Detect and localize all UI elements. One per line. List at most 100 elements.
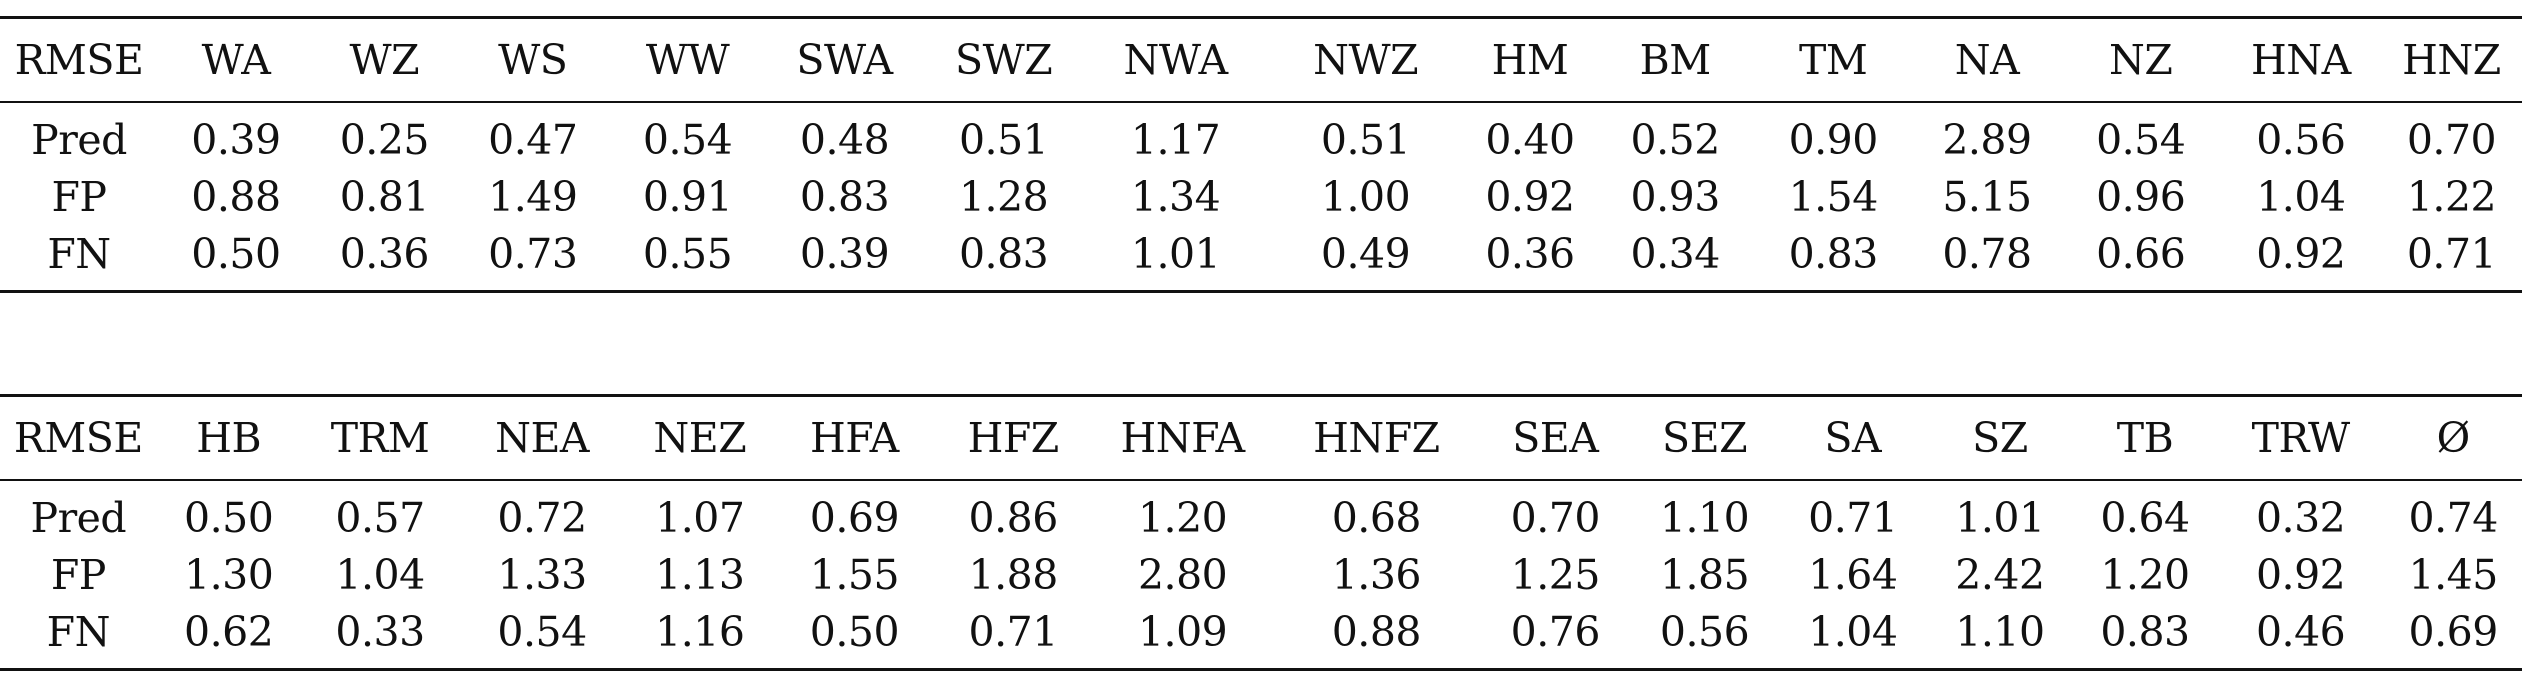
- table-cell: 0.91: [642, 172, 733, 221]
- header-cell: NEA: [495, 414, 590, 462]
- table-cell: 0.25: [339, 115, 430, 164]
- header-cell: HNA: [2251, 36, 2351, 84]
- table-cell: 0.90: [1788, 115, 1879, 164]
- header-cell: NWZ: [1313, 36, 1419, 84]
- table-cell: 0.49: [1320, 229, 1411, 278]
- table-cell: 0.51: [958, 115, 1049, 164]
- header-cell: HNFA: [1120, 414, 1246, 462]
- table-cell: 0.83: [2100, 607, 2190, 656]
- table-cell: 0.39: [799, 229, 890, 278]
- header-cell: SA: [1824, 414, 1882, 462]
- table-cell: 0.62: [184, 607, 274, 656]
- header-cell: NEZ: [653, 414, 747, 462]
- header-cell: Ø: [2436, 414, 2471, 462]
- table-cell: 1.04: [335, 550, 425, 599]
- table-cell: 1.34: [1130, 172, 1221, 221]
- row-label: FN: [46, 607, 111, 656]
- row-label: Pred: [30, 493, 127, 542]
- table-cell: 0.54: [642, 115, 733, 164]
- table-cell: 1.54: [1788, 172, 1879, 221]
- table-cell: 0.55: [642, 229, 733, 278]
- table-cell: 0.71: [1808, 493, 1898, 542]
- table-cell: 0.76: [1510, 607, 1601, 656]
- table-cell: 0.72: [497, 493, 587, 542]
- table-cell: 0.40: [1485, 115, 1575, 164]
- table-cell: 0.34: [1630, 229, 1721, 278]
- table-cell: 0.96: [2096, 172, 2186, 221]
- table-row-fp: FP 0.88 0.81 1.49 0.91 0.83 1.28 1.34 1.…: [0, 168, 2522, 225]
- table-cell: 0.88: [1331, 607, 1422, 656]
- table-cell: 0.54: [497, 607, 587, 656]
- table-cell: 1.10: [1955, 607, 2045, 656]
- table-cell: 1.01: [1955, 493, 2045, 542]
- table-cell: 0.33: [335, 607, 425, 656]
- header-cell: WA: [201, 36, 271, 84]
- header-cell: RMSE: [14, 36, 144, 84]
- header-cell: HNFZ: [1313, 414, 1440, 462]
- header-cell: TB: [2116, 414, 2174, 462]
- header-row: RMSE WA WZ WS WW SWA SWZ NWA NWZ HM BM T…: [0, 17, 2522, 102]
- row-label: Pred: [31, 115, 127, 164]
- table-cell: 1.04: [2256, 172, 2346, 221]
- table-cell: 1.20: [1137, 493, 1228, 542]
- table-cell: 0.50: [184, 493, 274, 542]
- header-cell: HM: [1491, 36, 1569, 84]
- table-cell: 1.16: [655, 607, 745, 656]
- table-cell: 0.92: [1485, 172, 1575, 221]
- table-cell: 0.69: [2408, 607, 2498, 656]
- table-cell: 1.30: [184, 550, 274, 599]
- table-cell: 1.28: [958, 172, 1049, 221]
- table-cell: 0.70: [1510, 493, 1601, 542]
- header-cell: WZ: [349, 36, 420, 84]
- table-cell: 0.56: [2256, 115, 2346, 164]
- header-cell: NZ: [2109, 36, 2173, 84]
- table-cell: 0.36: [339, 229, 430, 278]
- table-cell: 1.20: [2100, 550, 2190, 599]
- table-cell: 0.51: [1320, 115, 1411, 164]
- table-cell: 1.17: [1130, 115, 1221, 164]
- table-cell: 0.71: [968, 607, 1059, 656]
- table-cell: 0.86: [968, 493, 1059, 542]
- table-row-fn: FN 0.50 0.36 0.73 0.55 0.39 0.83 1.01 0.…: [0, 225, 2522, 292]
- header-cell: TM: [1799, 36, 1868, 84]
- table-cell: 0.36: [1485, 229, 1575, 278]
- table-cell: 0.50: [191, 229, 281, 278]
- table-cell: 0.83: [1788, 229, 1879, 278]
- table-cell: 0.74: [2408, 493, 2498, 542]
- rmse-table-bottom: RMSE HB TRM NEA NEZ HFA HFZ HNFA HNFZ SE…: [0, 394, 2522, 671]
- table-row-pred: Pred 0.39 0.25 0.47 0.54 0.48 0.51 1.17 …: [0, 102, 2522, 168]
- table-cell: 0.46: [2255, 607, 2346, 656]
- table-cell: 0.32: [2255, 493, 2346, 542]
- header-cell: WW: [645, 36, 730, 84]
- table-cell: 1.10: [1659, 493, 1750, 542]
- table-cell: 0.93: [1630, 172, 1721, 221]
- table-cell: 0.39: [191, 115, 281, 164]
- table-cell: 1.04: [1808, 607, 1898, 656]
- table-cell: 0.70: [2406, 115, 2497, 164]
- table-cell: 1.01: [1130, 229, 1221, 278]
- header-cell: HFZ: [967, 414, 1060, 462]
- table-cell: 0.57: [335, 493, 425, 542]
- table-cell: 0.83: [958, 229, 1049, 278]
- table-cell: 0.66: [2096, 229, 2186, 278]
- table-cell: 2.42: [1955, 550, 2045, 599]
- header-cell: SZ: [1972, 414, 2028, 462]
- header-cell: WS: [498, 36, 568, 84]
- header-cell: NA: [1954, 36, 2020, 84]
- header-row: RMSE HB TRM NEA NEZ HFA HFZ HNFA HNFZ SE…: [0, 395, 2522, 480]
- header-cell: TRW: [2251, 414, 2350, 462]
- table-cell: 1.09: [1137, 607, 1228, 656]
- table-cell: 1.85: [1659, 550, 1750, 599]
- header-cell: HB: [196, 414, 262, 462]
- header-cell: BM: [1639, 36, 1712, 84]
- table-cell: 0.92: [2255, 550, 2346, 599]
- table-cell: 0.83: [799, 172, 890, 221]
- table-cell: 1.36: [1331, 550, 1422, 599]
- table-row-fp: FP 1.30 1.04 1.33 1.13 1.55 1.88 2.80 1.…: [0, 546, 2522, 603]
- table-cell: 0.68: [1331, 493, 1422, 542]
- table-row-fn: FN 0.62 0.33 0.54 1.16 0.50 0.71 1.09 0.…: [0, 603, 2522, 670]
- header-cell: HNZ: [2402, 36, 2501, 84]
- row-label: FN: [47, 229, 111, 278]
- table-cell: 1.00: [1320, 172, 1411, 221]
- table-cell: 0.78: [1942, 229, 2032, 278]
